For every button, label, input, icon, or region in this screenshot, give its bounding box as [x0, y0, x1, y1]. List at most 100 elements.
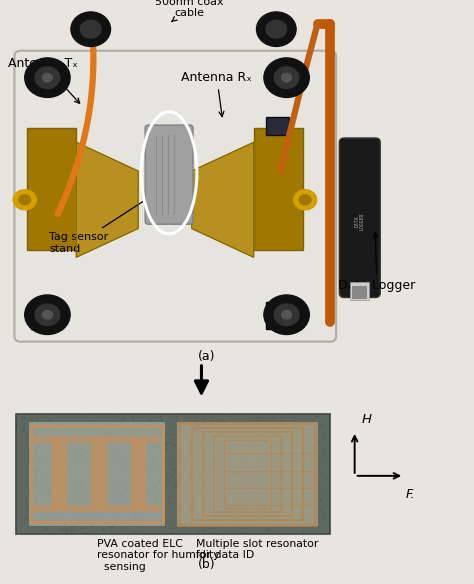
FancyBboxPatch shape: [145, 125, 193, 224]
Point: [317, 494, 324, 503]
Point: [75, 512, 83, 522]
Point: [33, 413, 41, 423]
Text: Antenna Tₓ: Antenna Tₓ: [8, 57, 80, 103]
Point: [310, 429, 317, 438]
Point: [34, 456, 41, 465]
Point: [197, 426, 204, 435]
Point: [191, 472, 199, 481]
Point: [180, 464, 188, 474]
Point: [264, 524, 271, 534]
Point: [273, 430, 281, 440]
Point: [316, 505, 324, 514]
Point: [20, 413, 27, 423]
Point: [106, 500, 113, 509]
Point: [106, 522, 114, 531]
Point: [120, 412, 128, 421]
Point: [57, 437, 65, 447]
Point: [130, 527, 137, 536]
Point: [234, 490, 241, 499]
Point: [274, 440, 282, 449]
Bar: [224, 440, 271, 508]
Point: [239, 522, 246, 531]
Point: [230, 490, 238, 499]
Point: [186, 412, 193, 422]
Point: [202, 451, 210, 460]
Point: [145, 471, 152, 481]
Point: [101, 506, 109, 515]
Point: [186, 420, 194, 430]
Point: [90, 417, 97, 426]
Point: [174, 472, 182, 481]
Point: [104, 427, 111, 436]
Point: [280, 439, 287, 449]
Point: [179, 480, 186, 489]
Point: [210, 451, 218, 461]
Point: [313, 412, 320, 422]
Bar: [214, 436, 281, 512]
Circle shape: [81, 20, 101, 38]
Point: [58, 418, 65, 427]
Point: [250, 432, 257, 441]
Point: [257, 460, 264, 469]
Text: DATA
LOGGER: DATA LOGGER: [354, 213, 365, 230]
Point: [290, 490, 298, 499]
Polygon shape: [76, 142, 138, 257]
Point: [175, 475, 183, 484]
Point: [270, 506, 278, 515]
Point: [49, 498, 57, 507]
Point: [113, 457, 121, 467]
Point: [226, 503, 234, 513]
Point: [272, 491, 280, 500]
Point: [135, 517, 143, 526]
Point: [86, 442, 94, 451]
Point: [271, 519, 278, 528]
Point: [114, 482, 121, 491]
Bar: [131, 440, 146, 509]
Point: [103, 420, 111, 429]
Point: [212, 515, 219, 524]
Point: [256, 464, 264, 474]
Point: [158, 416, 165, 425]
Point: [310, 470, 317, 479]
Point: [200, 507, 208, 517]
Point: [100, 524, 107, 534]
Point: [69, 491, 76, 500]
Point: [231, 502, 239, 512]
Point: [89, 503, 97, 513]
Point: [70, 520, 77, 529]
Point: [83, 421, 91, 430]
Point: [198, 467, 206, 477]
Point: [232, 468, 240, 477]
Point: [179, 428, 187, 437]
Point: [53, 513, 60, 522]
Point: [209, 466, 217, 475]
Point: [244, 420, 252, 429]
Point: [165, 528, 173, 537]
Point: [174, 461, 182, 471]
Point: [186, 472, 193, 481]
Point: [46, 415, 53, 425]
Text: Multiple slot resonator
for data ID: Multiple slot resonator for data ID: [196, 538, 318, 560]
Point: [273, 422, 280, 431]
Point: [50, 468, 58, 477]
Point: [221, 427, 229, 436]
Point: [116, 524, 124, 533]
Point: [177, 474, 185, 484]
Point: [222, 509, 229, 518]
Point: [164, 498, 172, 507]
Point: [254, 429, 262, 438]
Point: [262, 460, 270, 469]
Point: [273, 482, 280, 492]
Point: [175, 512, 183, 521]
Bar: [52, 440, 67, 509]
Point: [166, 515, 174, 524]
Point: [242, 423, 250, 432]
Point: [47, 516, 55, 526]
Point: [59, 524, 67, 534]
Point: [269, 453, 276, 463]
Point: [277, 469, 284, 478]
Point: [160, 511, 168, 520]
Point: [49, 425, 56, 434]
Point: [278, 506, 286, 516]
Point: [203, 471, 211, 480]
